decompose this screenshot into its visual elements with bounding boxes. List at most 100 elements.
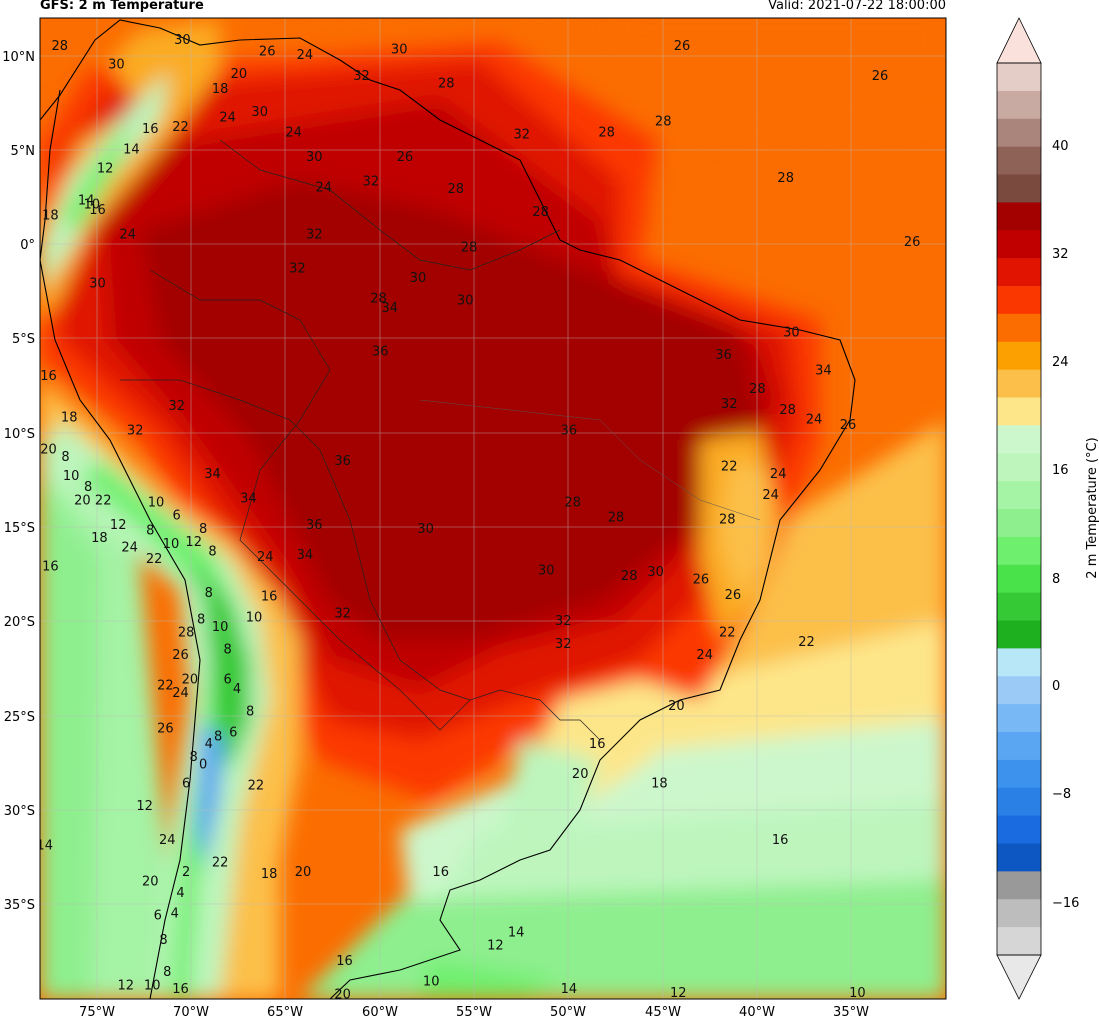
contour-label: 28 [532,205,549,220]
contour-label: 14 [123,143,140,158]
colorbar-tick: 8 [1052,572,1060,587]
state-border [419,399,761,521]
contour-label: 12 [670,986,687,1001]
contour-label: 16 [89,203,106,218]
contour-label: 30 [417,522,434,537]
colorbar-segment [997,118,1041,148]
contour-label: 10 [212,620,229,635]
contour-label: 10 [849,986,866,1001]
lon-tick: 50°W [550,1005,586,1019]
colorbar-segment [997,871,1041,900]
contour-label: 26 [172,648,189,663]
contour-label: 30 [538,563,555,578]
contour-label: 4 [205,737,213,752]
contour-label: 30 [391,43,408,58]
temperature-bands [40,20,946,999]
lon-tick: 65°W [267,1005,303,1019]
colorbar-segments [996,17,1042,1000]
colorbar-segment [997,90,1041,120]
contour-label: 26 [725,588,742,603]
colorbar-tick: −16 [1052,896,1079,911]
contour-label: 10 [63,469,80,484]
contour-label: 32 [514,128,531,143]
contour-label: 22 [212,856,229,871]
contour-label: 12 [118,978,135,993]
country-border [149,269,601,741]
contour-label: 26 [259,45,276,60]
contour-label: 8 [205,586,213,601]
colorbar-ticks: 40 32 24 16 8 0 −8 −16 [1052,139,1079,911]
colorbar-segment [997,481,1041,510]
colorbar-segment [997,202,1041,231]
longitude-axis: 75°W 70°W 65°W 60°W 55°W 50°W 45°W 40°W … [79,1005,869,1019]
contour-label: 6 [154,909,162,924]
contour-label: 26 [840,418,857,433]
contour-label: 12 [487,939,504,954]
contour-label: 28 [719,512,736,527]
contour-label: 28 [438,77,455,92]
contour-label: 8 [246,705,254,720]
contour-label: 22 [172,120,189,135]
lat-tick: 0° [20,238,35,253]
contour-label: 12 [136,799,153,814]
colorbar-segment [997,620,1041,649]
lon-tick: 70°W [173,1005,209,1019]
colorbar-tick: 16 [1052,463,1069,478]
colorbar-frame [996,62,1042,956]
contour-label: 8 [61,450,69,465]
contour-label: 20 [74,494,91,509]
contour-label: 16 [432,865,449,880]
colorbar-tick: 24 [1052,355,1069,370]
contour-label: 26 [397,150,414,165]
contour-label: 36 [561,424,578,439]
colorbar-segment [997,676,1041,705]
lon-tick: 60°W [362,1005,398,1019]
contour-label: 32 [353,69,370,84]
contour-label: 14 [36,839,53,854]
contour-label: 16 [589,737,606,752]
colorbar-tick: 0 [1052,679,1060,694]
colorbar-segment [997,369,1041,399]
colorbar-segment [997,759,1041,789]
lon-tick: 45°W [645,1005,681,1019]
contour-label: 34 [815,363,832,378]
pacific-coastline [40,89,201,999]
lat-tick: 15°S [4,521,35,536]
contour-label: 8 [223,643,231,658]
contour-label: 36 [306,518,323,533]
colorbar-segment [997,174,1041,203]
colorbar-segment [997,258,1041,287]
contour-label: 20 [295,865,312,880]
contour-label: 20 [182,673,199,688]
colorbar-segment [997,843,1041,872]
contour-label: 34 [240,492,257,507]
colorbar: 40 32 24 16 8 0 −8 −16 2 m Temperature (… [996,17,1099,1000]
contour-label: 12 [97,161,114,176]
contour-label: 24 [696,648,713,663]
colorbar-tick: 40 [1052,139,1069,154]
contour-label: 18 [91,531,108,546]
contour-label: 6 [173,509,181,524]
contour-label: 30 [108,58,125,73]
colorbar-tick: −8 [1052,787,1071,802]
colorbar-segment [997,146,1041,176]
contour-label: 22 [157,678,174,693]
contour-label: 30 [89,277,106,292]
contour-label: 12 [110,518,127,533]
colorbar-segment [997,63,1041,92]
contour-label: 18 [42,209,59,224]
contour-label: 28 [564,495,581,510]
contour-label: 16 [40,369,57,384]
contour-label: 22 [146,552,163,567]
contour-label: 30 [457,294,474,309]
contour-label: 16 [172,982,189,997]
contour-label: 4 [233,682,241,697]
contour-label: 8 [159,933,167,948]
contour-label: 22 [719,626,736,641]
contour-label: 8 [190,750,198,765]
colorbar-segment [997,704,1041,733]
graticule [40,18,946,999]
lon-tick: 55°W [456,1005,492,1019]
